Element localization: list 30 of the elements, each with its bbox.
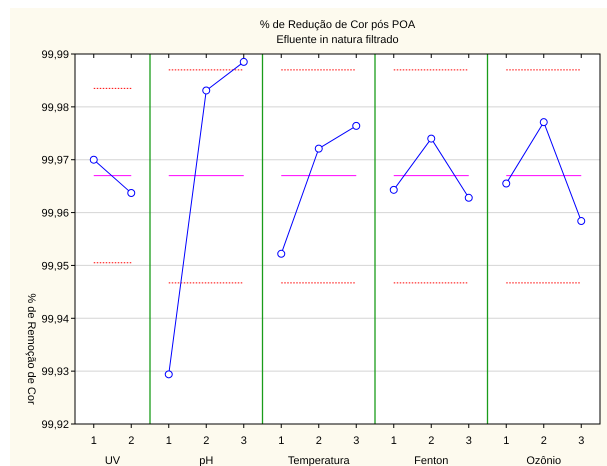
x-tick-label: 1 (90, 435, 97, 447)
x-tick-label: 2 (203, 435, 210, 447)
x-tick-label: 2 (316, 435, 322, 447)
x-tick-label: 1 (166, 435, 172, 447)
x-tick-label: 3 (353, 435, 360, 447)
x-tick-label: 3 (466, 435, 472, 447)
x-tick-label: 2 (128, 435, 134, 447)
x-axis-title: Fenton (414, 455, 448, 466)
x-axis-title: Ozônio (526, 455, 562, 466)
y-tick-label: 99,95 (41, 260, 69, 272)
x-axis-title: pH (199, 455, 214, 466)
y-tick-label: 99,97 (41, 154, 69, 167)
x-tick-label: 1 (390, 435, 397, 447)
x-axis-title: Temperatura (288, 455, 350, 466)
y-tick-label: 99,93 (41, 366, 69, 378)
x-tick-label: 2 (540, 435, 547, 447)
chart-subtitle: Efluente in natura filtrado (276, 34, 399, 46)
x-axis-title: UV (104, 455, 121, 466)
x-tick-label: 2 (428, 435, 434, 447)
x-tick-label: 1 (503, 435, 510, 447)
y-axis-title: % de Remoção de Cor (25, 293, 37, 405)
y-tick-label: 99,96 (41, 208, 69, 220)
y-tick-label: 99,99 (41, 49, 69, 61)
y-tick-label: 99,92 (41, 419, 69, 431)
chart-title: % de Redução de Cor pós POA (260, 19, 416, 31)
x-tick-label: 1 (278, 435, 284, 447)
y-tick-label: 99,94 (41, 313, 69, 326)
y-tick-label: 99,98 (41, 102, 69, 114)
x-tick-label: 3 (240, 435, 247, 447)
x-tick-label: 3 (578, 435, 584, 447)
